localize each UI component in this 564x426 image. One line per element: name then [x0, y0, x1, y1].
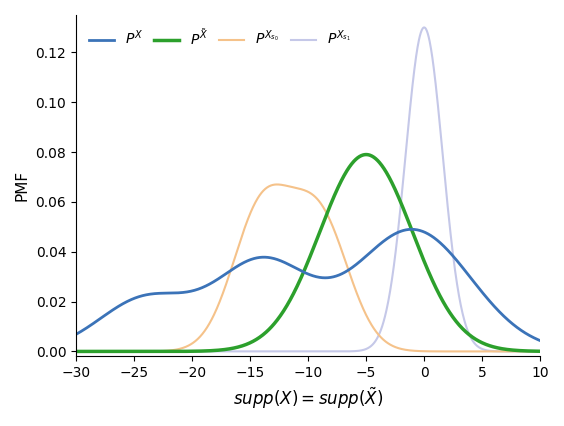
Legend: $P^X$, $P^{\tilde{X}}$, $P^{X_{s_0}}$, $P^{X_{s_1}}$: $P^X$, $P^{\tilde{X}}$, $P^{X_{s_0}}$, $… [83, 22, 356, 53]
X-axis label: $supp(X) = supp(\tilde{X})$: $supp(X) = supp(\tilde{X})$ [233, 386, 384, 411]
Y-axis label: PMF: PMF [15, 170, 30, 201]
